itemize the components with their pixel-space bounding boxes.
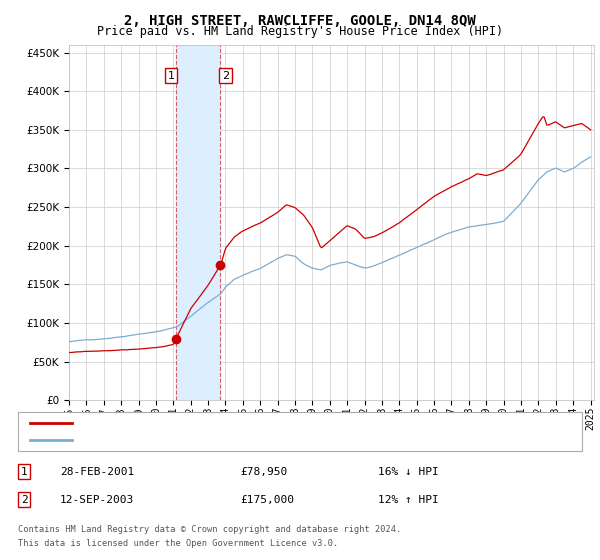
Text: 16% ↓ HPI: 16% ↓ HPI — [378, 466, 439, 477]
Text: 2, HIGH STREET, RAWCLIFFE, GOOLE, DN14 8QW: 2, HIGH STREET, RAWCLIFFE, GOOLE, DN14 8… — [124, 14, 476, 28]
Text: £175,000: £175,000 — [240, 494, 294, 505]
Text: 1: 1 — [20, 466, 28, 477]
Text: £78,950: £78,950 — [240, 466, 287, 477]
Text: This data is licensed under the Open Government Licence v3.0.: This data is licensed under the Open Gov… — [18, 539, 338, 548]
Bar — [176, 45, 220, 400]
Text: Price paid vs. HM Land Registry's House Price Index (HPI): Price paid vs. HM Land Registry's House … — [97, 25, 503, 38]
Text: 28-FEB-2001: 28-FEB-2001 — [60, 466, 134, 477]
Text: Contains HM Land Registry data © Crown copyright and database right 2024.: Contains HM Land Registry data © Crown c… — [18, 525, 401, 534]
Text: 1: 1 — [167, 71, 175, 81]
Text: 2: 2 — [222, 71, 229, 81]
Text: HPI: Average price, detached house, East Riding of Yorkshire: HPI: Average price, detached house, East… — [81, 435, 456, 445]
Text: 2: 2 — [20, 494, 28, 505]
Text: 12% ↑ HPI: 12% ↑ HPI — [378, 494, 439, 505]
Text: 12-SEP-2003: 12-SEP-2003 — [60, 494, 134, 505]
Text: 2, HIGH STREET, RAWCLIFFE, GOOLE, DN14 8QW (detached house): 2, HIGH STREET, RAWCLIFFE, GOOLE, DN14 8… — [81, 418, 450, 428]
